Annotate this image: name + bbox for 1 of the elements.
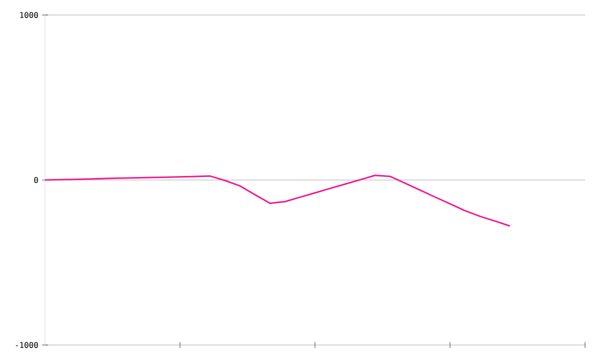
line-series: [44, 174, 511, 227]
